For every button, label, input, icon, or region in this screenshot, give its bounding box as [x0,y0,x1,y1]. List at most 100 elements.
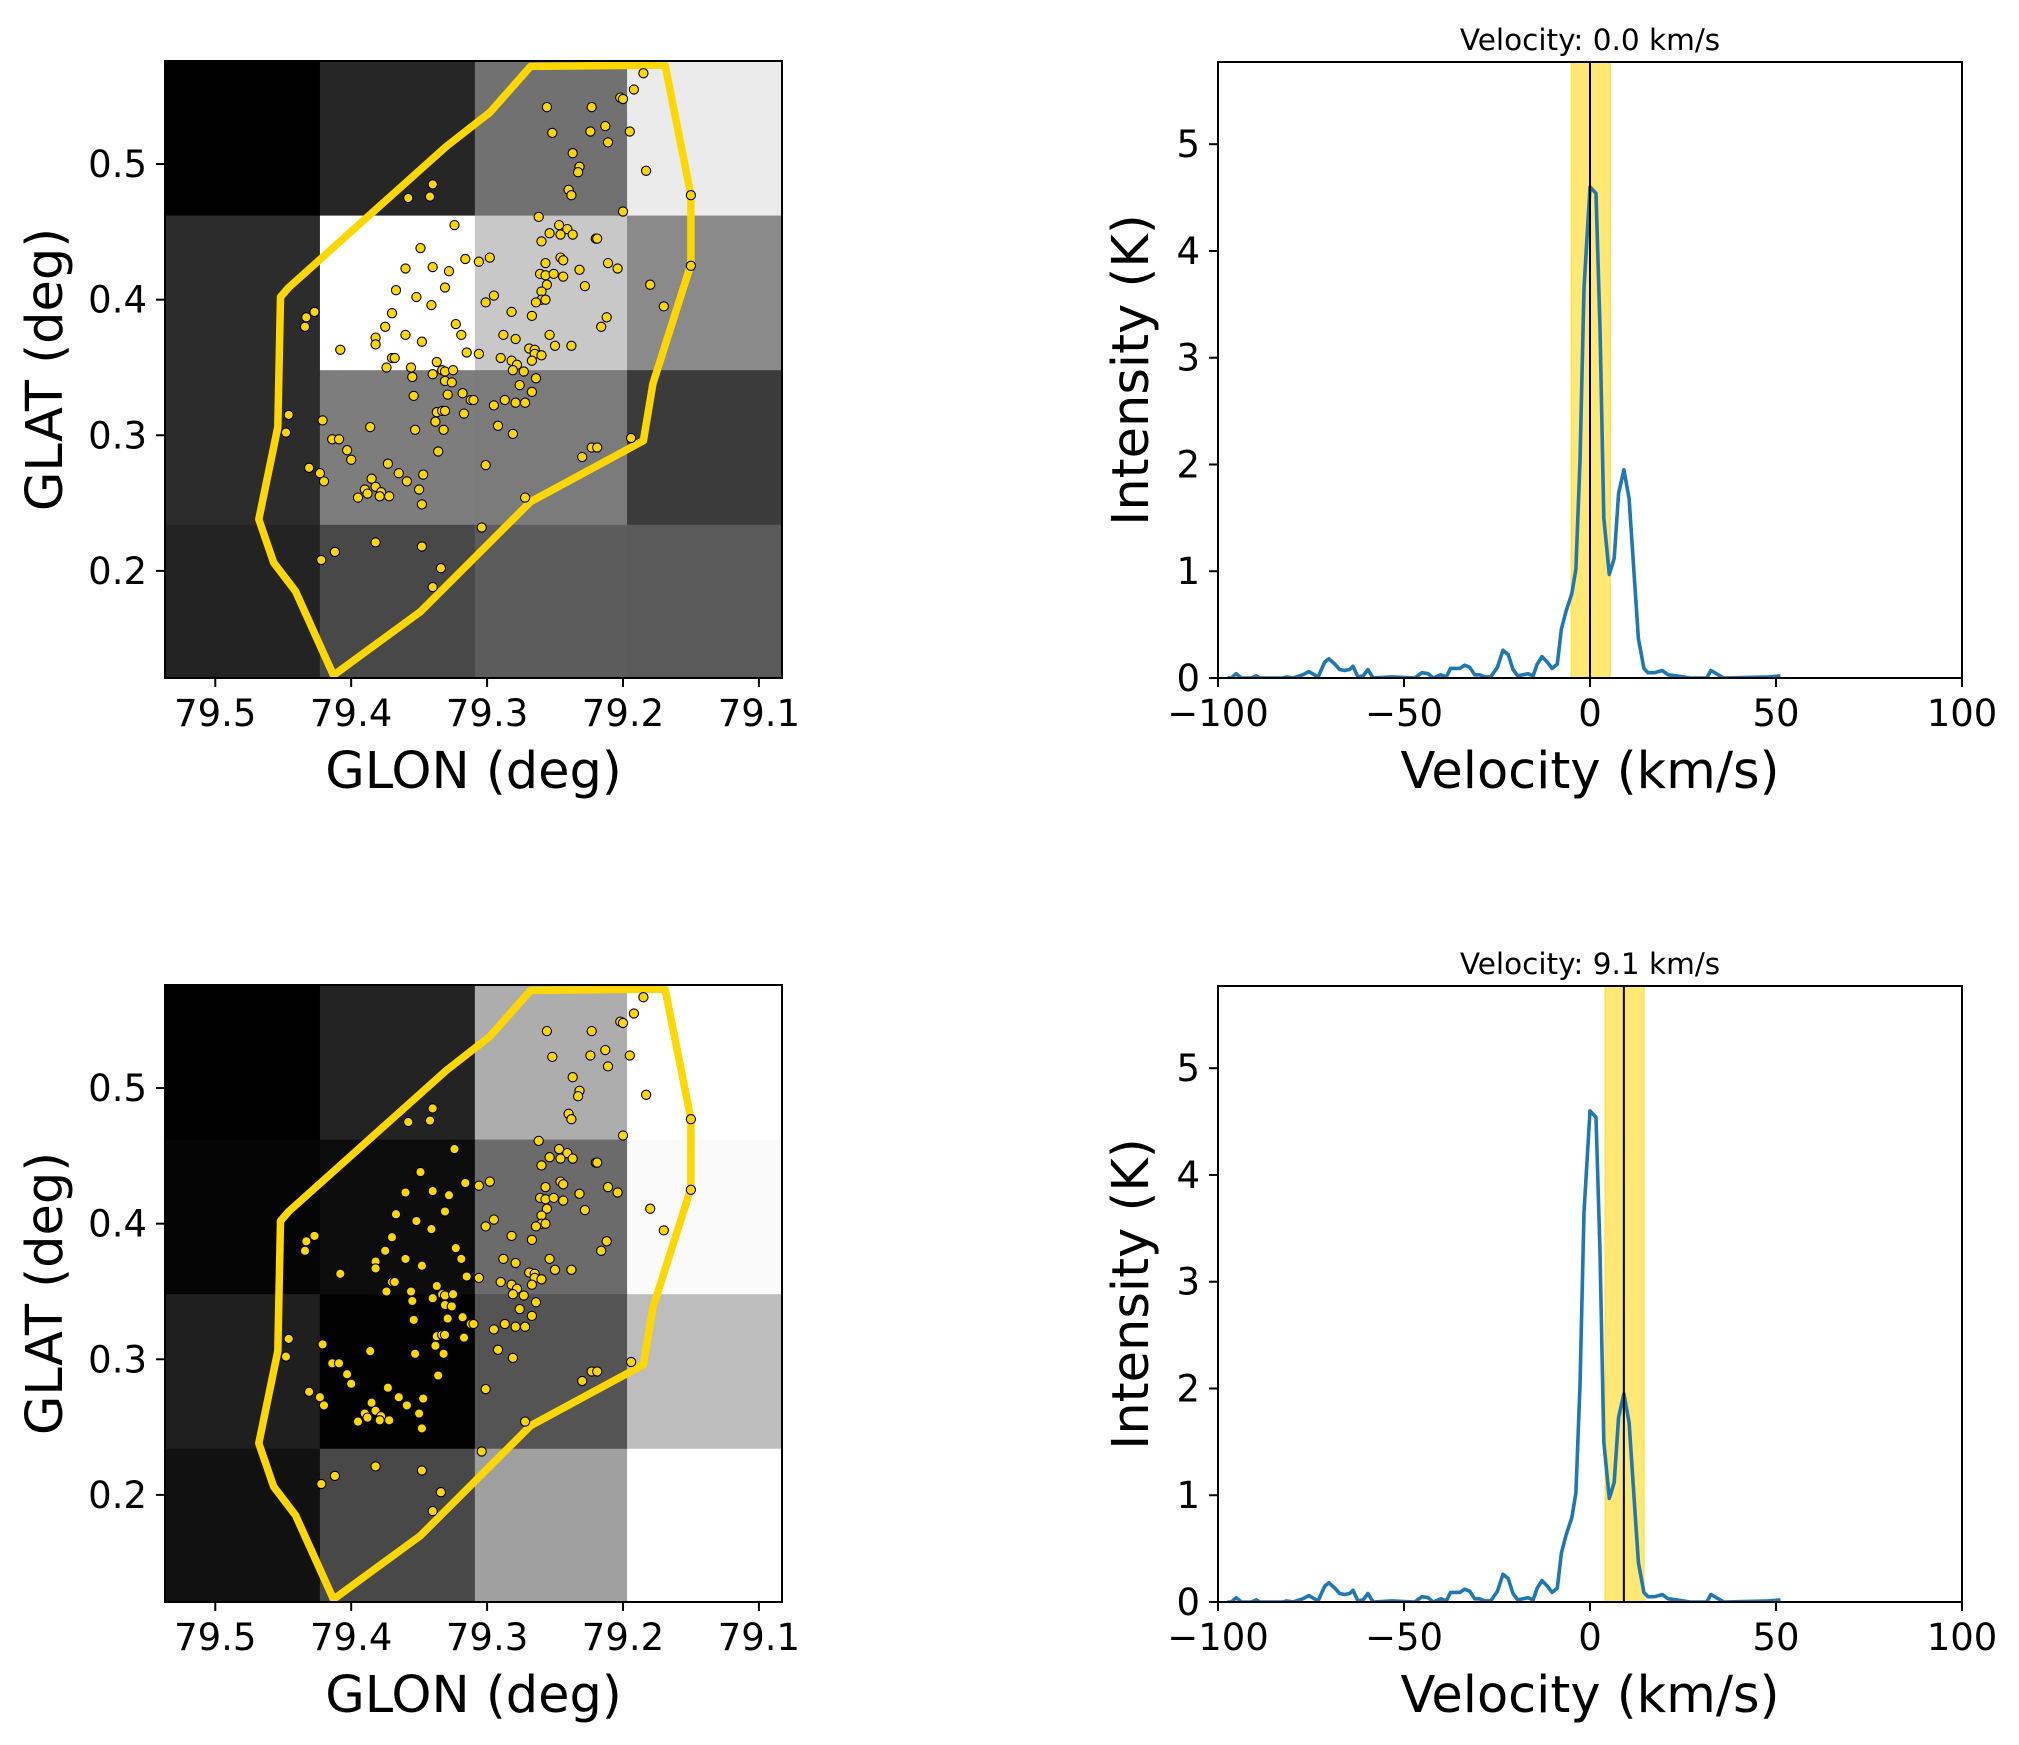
x-tick-label: 100 [1927,692,1998,735]
source-marker [416,541,428,552]
source-marker [426,1223,437,1235]
y-tick-label: 0.2 [88,550,147,593]
source-marker [592,442,603,453]
source-marker [333,1358,345,1369]
source-marker [548,1192,559,1204]
source-marker [567,1072,578,1083]
source-marker [382,458,394,469]
y-tick-label: 0.2 [88,1474,147,1517]
source-marker [427,1103,438,1114]
source-marker [416,499,428,510]
source-marker [530,373,542,384]
source-marker [566,1264,577,1275]
source-marker [283,409,294,421]
source-marker [585,126,596,137]
source-marker [400,329,411,341]
source-marker [318,476,330,487]
source-marker [547,127,558,139]
source-marker [416,1465,428,1476]
source-marker [536,236,547,247]
x-ticks: 79.5 79.4 79.3 79.2 79.1 [174,1602,800,1659]
y-tick-label: 0.5 [88,143,147,186]
spectrum-curve [1227,1109,1781,1602]
source-marker [540,257,551,269]
source-marker [413,1408,425,1419]
source-marker [592,233,603,244]
source-marker [541,101,553,113]
source-marker [446,1301,457,1312]
source-marker [443,1190,455,1201]
x-tick-label: 100 [1927,1616,1998,1659]
source-marker [592,1366,603,1377]
source-marker [409,1348,421,1359]
source-marker [400,263,411,274]
source-marker [658,1225,669,1236]
source-marker [488,1324,500,1335]
y-tick-label: 5 [1176,123,1200,166]
source-marker [442,389,453,400]
source-marker [365,1345,376,1357]
x-axis-label: GLON (deg) [325,1666,622,1725]
source-marker [386,308,398,319]
source-marker [457,1312,468,1323]
source-markers [280,992,697,1517]
source-marker [341,445,353,456]
source-marker [333,434,345,445]
source-marker [352,1416,364,1427]
y-axis-label: Intensity (K) [1102,214,1161,525]
source-marker [476,522,487,533]
source-marker [446,377,457,388]
source-marker [519,397,531,408]
source-marker [405,1286,417,1297]
source-marker [526,355,538,366]
source-marker [280,427,292,438]
source-marker [400,1253,411,1265]
x-tick-label: −100 [1167,1616,1269,1659]
x-tick-label: 79.5 [174,692,256,735]
source-marker [624,126,635,137]
source-marker [519,1416,531,1427]
source-marker [480,1221,491,1232]
map-pixel [319,524,476,679]
source-marker [617,1130,629,1141]
source-marker [393,468,404,479]
y-ticks: 0 1 2 3 4 5 [1176,1047,1218,1624]
source-marker [381,362,392,373]
source-marker [480,459,491,471]
source-marker [514,1303,525,1315]
source-marker [488,290,500,301]
source-marker [352,492,364,503]
axes-frame [164,984,783,1603]
source-marker [544,1253,555,1265]
map-panel-bottom: 79.5 79.4 79.3 79.2 79.1 0.2 0.3 0.4 0.5 GLON (… [16,984,800,1725]
source-marker [427,179,438,190]
source-marker [658,301,669,312]
map-pixel [627,61,783,217]
source-marker [329,1470,341,1482]
source-marker [389,1276,400,1288]
source-marker [602,137,614,148]
map-pixel [627,215,783,371]
source-marker [541,279,553,290]
source-marker [309,306,320,318]
source-marker [526,1234,538,1246]
source-marker [507,365,519,376]
source-marker [427,1505,438,1517]
source-marker [526,1310,538,1322]
source-marker [601,312,612,323]
map-pixel [474,1294,628,1450]
source-marker [400,1187,411,1198]
source-marker [533,211,544,223]
source-marker [416,1260,428,1271]
source-marker [685,260,697,271]
source-marker [530,1221,542,1232]
source-marker [362,1412,373,1423]
source-marker [549,340,561,351]
source-marker [498,329,509,341]
y-tick-label: 0 [1176,657,1200,700]
source-marker [424,1115,436,1126]
x-tick-label: −50 [1365,692,1443,735]
y-tick-label: 1 [1176,1474,1200,1517]
source-marker [370,1263,381,1274]
